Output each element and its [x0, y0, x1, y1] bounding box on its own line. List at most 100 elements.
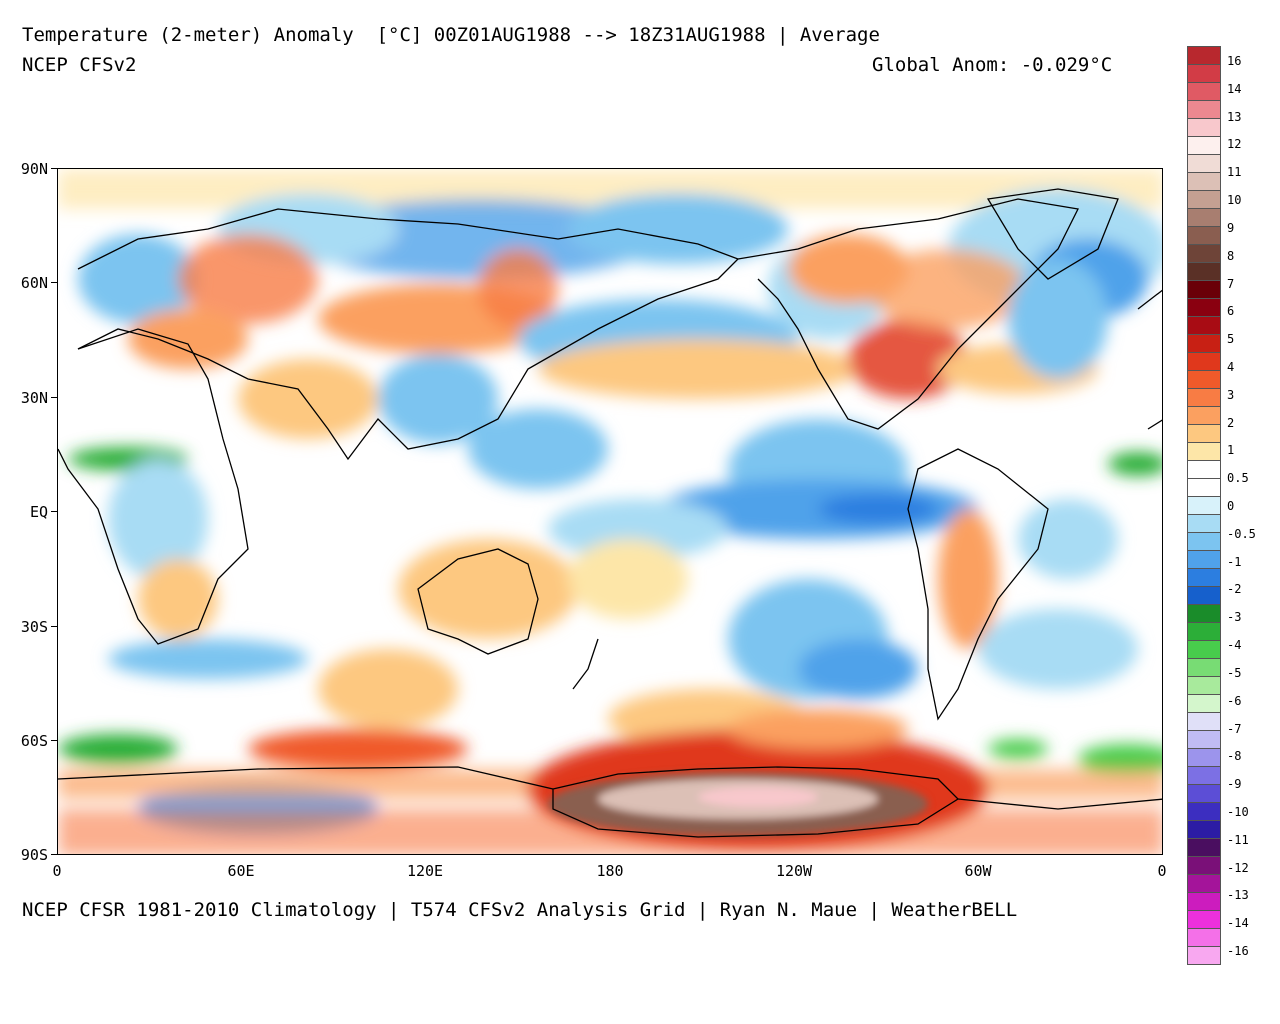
colorbar-swatch	[1187, 442, 1221, 461]
colorbar-label: -12	[1227, 860, 1249, 875]
colorbar-swatch	[1187, 316, 1221, 335]
colorbar-swatch	[1187, 298, 1221, 317]
lon-label-120e: 120E	[406, 862, 444, 880]
colorbar-swatch	[1187, 910, 1221, 929]
colorbar-label: -9	[1227, 777, 1242, 792]
lat-tick-90s	[51, 854, 57, 855]
coastlines	[58, 188, 1162, 838]
colorbar-swatch	[1187, 424, 1221, 443]
lat-tick-30s	[51, 626, 57, 627]
colorbar-label: 11	[1227, 165, 1242, 180]
colorbar-swatch	[1187, 100, 1221, 119]
colorbar-swatch	[1187, 478, 1221, 497]
colorbar-label: -7	[1227, 721, 1242, 736]
colorbar-swatch	[1187, 928, 1221, 947]
colorbar-swatch	[1187, 136, 1221, 155]
colorbar-label: 13	[1227, 109, 1242, 124]
lat-tick-30n	[51, 397, 57, 398]
colorbar-swatch	[1187, 226, 1221, 245]
colorbar	[1187, 46, 1221, 965]
colorbar-label: 12	[1227, 137, 1242, 152]
colorbar-swatch	[1187, 532, 1221, 551]
anomaly-map	[57, 168, 1163, 855]
lon-label-60w: 60W	[964, 862, 992, 880]
colorbar-label: -6	[1227, 693, 1242, 708]
colorbar-swatch	[1187, 568, 1221, 587]
colorbar-label: 0	[1227, 499, 1235, 513]
colorbar-swatch	[1187, 748, 1221, 767]
colorbar-swatch	[1187, 676, 1221, 695]
colorbar-label: -14	[1227, 916, 1249, 931]
colorbar-swatch	[1187, 352, 1221, 371]
colorbar-swatch	[1187, 550, 1221, 569]
colorbar-swatch	[1187, 118, 1221, 137]
lat-label-90s: 90S	[20, 846, 48, 864]
colorbar-label: -13	[1227, 888, 1249, 903]
map-canvas	[58, 169, 1162, 854]
lat-tick-eq	[51, 511, 57, 512]
colorbar-label: 8	[1227, 248, 1235, 263]
colorbar-swatch	[1187, 658, 1221, 677]
colorbar-label: -10	[1227, 804, 1249, 819]
colorbar-swatch	[1187, 64, 1221, 83]
colorbar-swatch	[1187, 820, 1221, 839]
colorbar-label: 3	[1227, 387, 1235, 402]
lat-label-90n: 90N	[20, 160, 48, 178]
colorbar-swatch	[1187, 766, 1221, 785]
colorbar-label: -3	[1227, 610, 1242, 625]
colorbar-label: 5	[1227, 332, 1235, 347]
lat-label-60n: 60N	[20, 274, 48, 292]
colorbar-swatch	[1187, 712, 1221, 731]
colorbar-swatch	[1187, 730, 1221, 749]
colorbar-label: -8	[1227, 749, 1242, 764]
colorbar-swatch	[1187, 856, 1221, 875]
colorbar-swatch	[1187, 244, 1221, 263]
colorbar-swatch	[1187, 172, 1221, 191]
lat-label-eq: EQ	[29, 503, 48, 521]
credit-line: NCEP CFSR 1981-2010 Climatology | T574 C…	[22, 899, 1018, 921]
colorbar-swatch	[1187, 262, 1221, 281]
colorbar-swatch	[1187, 370, 1221, 389]
lat-tick-90n	[51, 168, 57, 169]
colorbar-swatch	[1187, 640, 1221, 659]
colorbar-swatch	[1187, 460, 1221, 479]
colorbar-swatch	[1187, 874, 1221, 893]
colorbar-label: 10	[1227, 193, 1242, 208]
colorbar-swatch	[1187, 514, 1221, 533]
colorbar-swatch	[1187, 154, 1221, 173]
colorbar-swatch	[1187, 208, 1221, 227]
colorbar-label: -0.5	[1227, 526, 1256, 541]
lon-label-180: 180	[596, 862, 624, 880]
colorbar-label: 4	[1227, 359, 1235, 374]
colorbar-swatch	[1187, 586, 1221, 605]
map-title: Temperature (2-meter) Anomaly [°C] 00Z01…	[22, 24, 880, 46]
lat-label-60s: 60S	[20, 732, 48, 750]
lon-label-60e: 60E	[227, 862, 255, 880]
global-anomaly-label: Global Anom: -0.029°C	[872, 54, 1113, 76]
colorbar-swatch	[1187, 190, 1221, 209]
lon-label-0-east: 0	[1157, 862, 1167, 880]
colorbar-swatch	[1187, 46, 1221, 65]
colorbar-label: 1	[1227, 443, 1235, 458]
lon-label-120w: 120W	[775, 862, 813, 880]
colorbar-swatch	[1187, 946, 1221, 965]
colorbar-label: 0.5	[1227, 471, 1249, 486]
colorbar-swatch	[1187, 802, 1221, 821]
antarctic-warm-core	[548, 772, 928, 836]
colorbar-swatch	[1187, 82, 1221, 101]
colorbar-swatch	[1187, 622, 1221, 641]
colorbar-swatch	[1187, 892, 1221, 911]
lon-label-0: 0	[52, 862, 62, 880]
colorbar-swatch	[1187, 406, 1221, 425]
colorbar-swatch	[1187, 694, 1221, 713]
colorbar-label: -11	[1227, 832, 1249, 847]
colorbar-label: 9	[1227, 220, 1235, 235]
model-label: NCEP CFSv2	[22, 54, 137, 76]
colorbar-swatch	[1187, 388, 1221, 407]
lat-label-30n: 30N	[20, 389, 48, 407]
lat-tick-60s	[51, 740, 57, 741]
colorbar-label: -2	[1227, 582, 1242, 597]
colorbar-label: -4	[1227, 638, 1242, 653]
colorbar-label: 6	[1227, 304, 1235, 319]
colorbar-swatch	[1187, 280, 1221, 299]
